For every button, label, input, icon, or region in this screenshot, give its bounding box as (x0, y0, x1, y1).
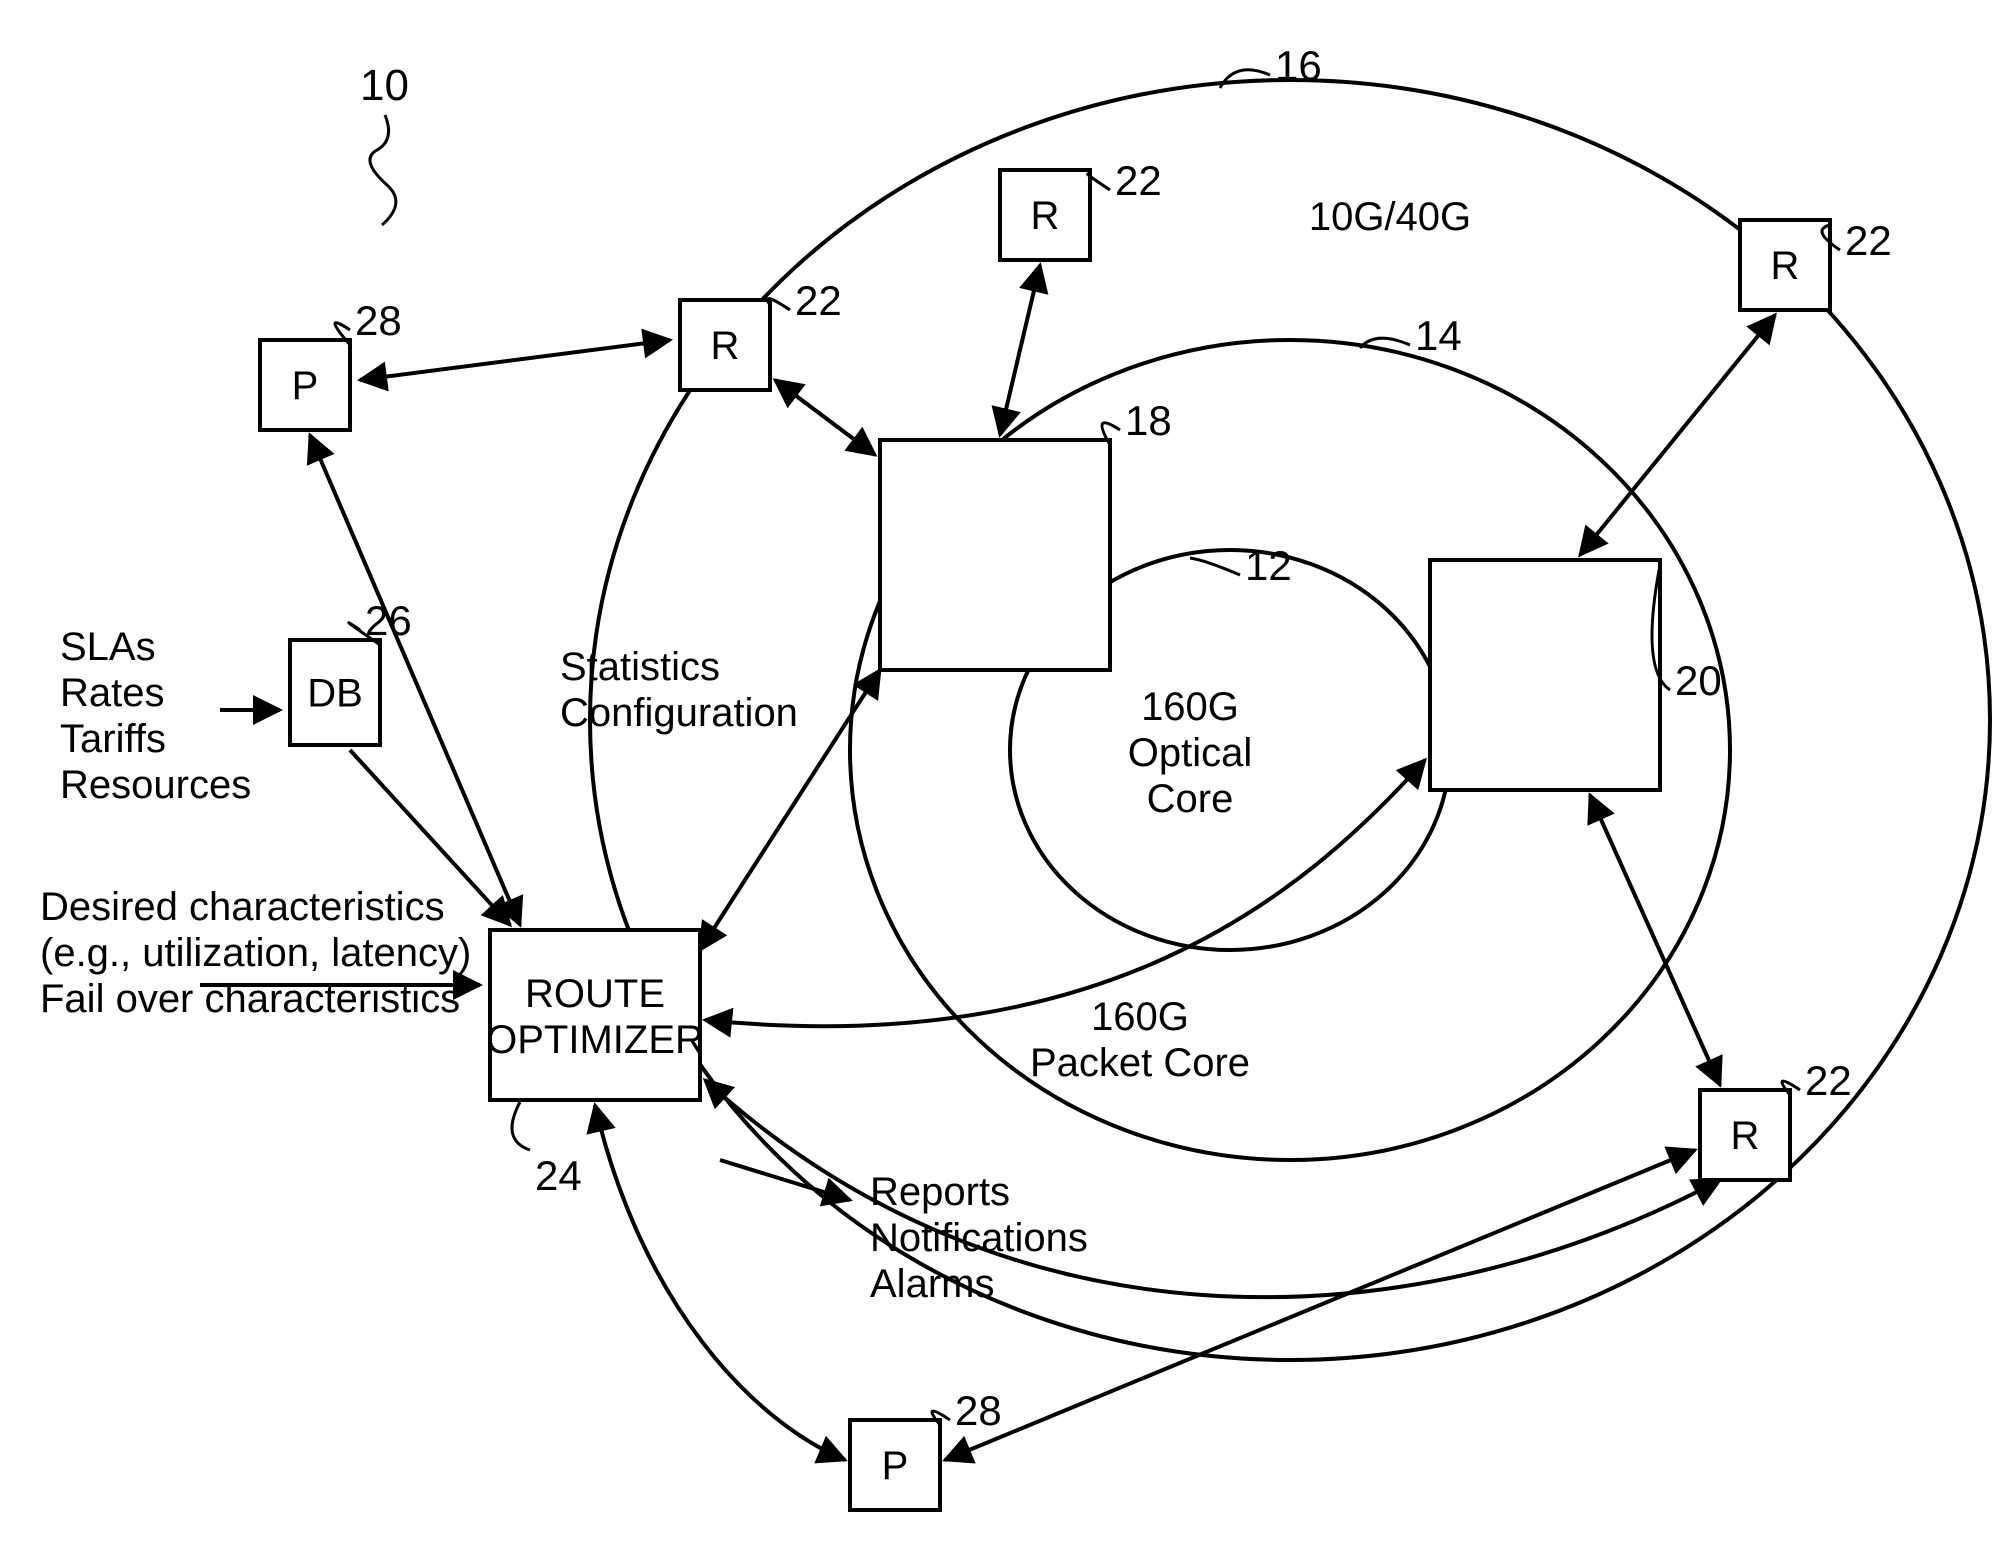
box-box18 (880, 440, 1110, 670)
ref-box18: 18 (1125, 397, 1172, 444)
box-label-R4: R (1731, 1114, 1760, 1158)
box-label-P2: P (882, 1444, 909, 1488)
ref-R1: 22 (1115, 157, 1162, 204)
ref-R2: 22 (1845, 217, 1892, 264)
side-text-1: Desired characteristics(e.g., utilizatio… (40, 885, 471, 1021)
ref-ring-middle: 14 (1415, 312, 1462, 359)
box-box20 (1430, 560, 1660, 790)
ref-R3: 22 (795, 277, 842, 324)
box-label-DB: DB (307, 672, 363, 716)
ref-R4: 22 (1805, 1057, 1852, 1104)
ref-box20: 20 (1675, 657, 1722, 704)
figure-ref: 10 (360, 61, 409, 110)
box-label-P1: P (292, 364, 319, 408)
box-label-R3: R (711, 324, 740, 368)
ref-P1: 28 (355, 297, 402, 344)
ref-ring-outer: 16 (1275, 42, 1322, 89)
ref-DB: 26 (365, 597, 412, 644)
ring-label-outer: 10G/40G (1309, 195, 1471, 239)
box-label-R2: R (1771, 244, 1800, 288)
ref-ring-inner: 12 (1245, 542, 1292, 589)
ref-RO: 24 (535, 1152, 582, 1199)
box-label-R1: R (1031, 194, 1060, 238)
ref-P2: 28 (955, 1387, 1002, 1434)
